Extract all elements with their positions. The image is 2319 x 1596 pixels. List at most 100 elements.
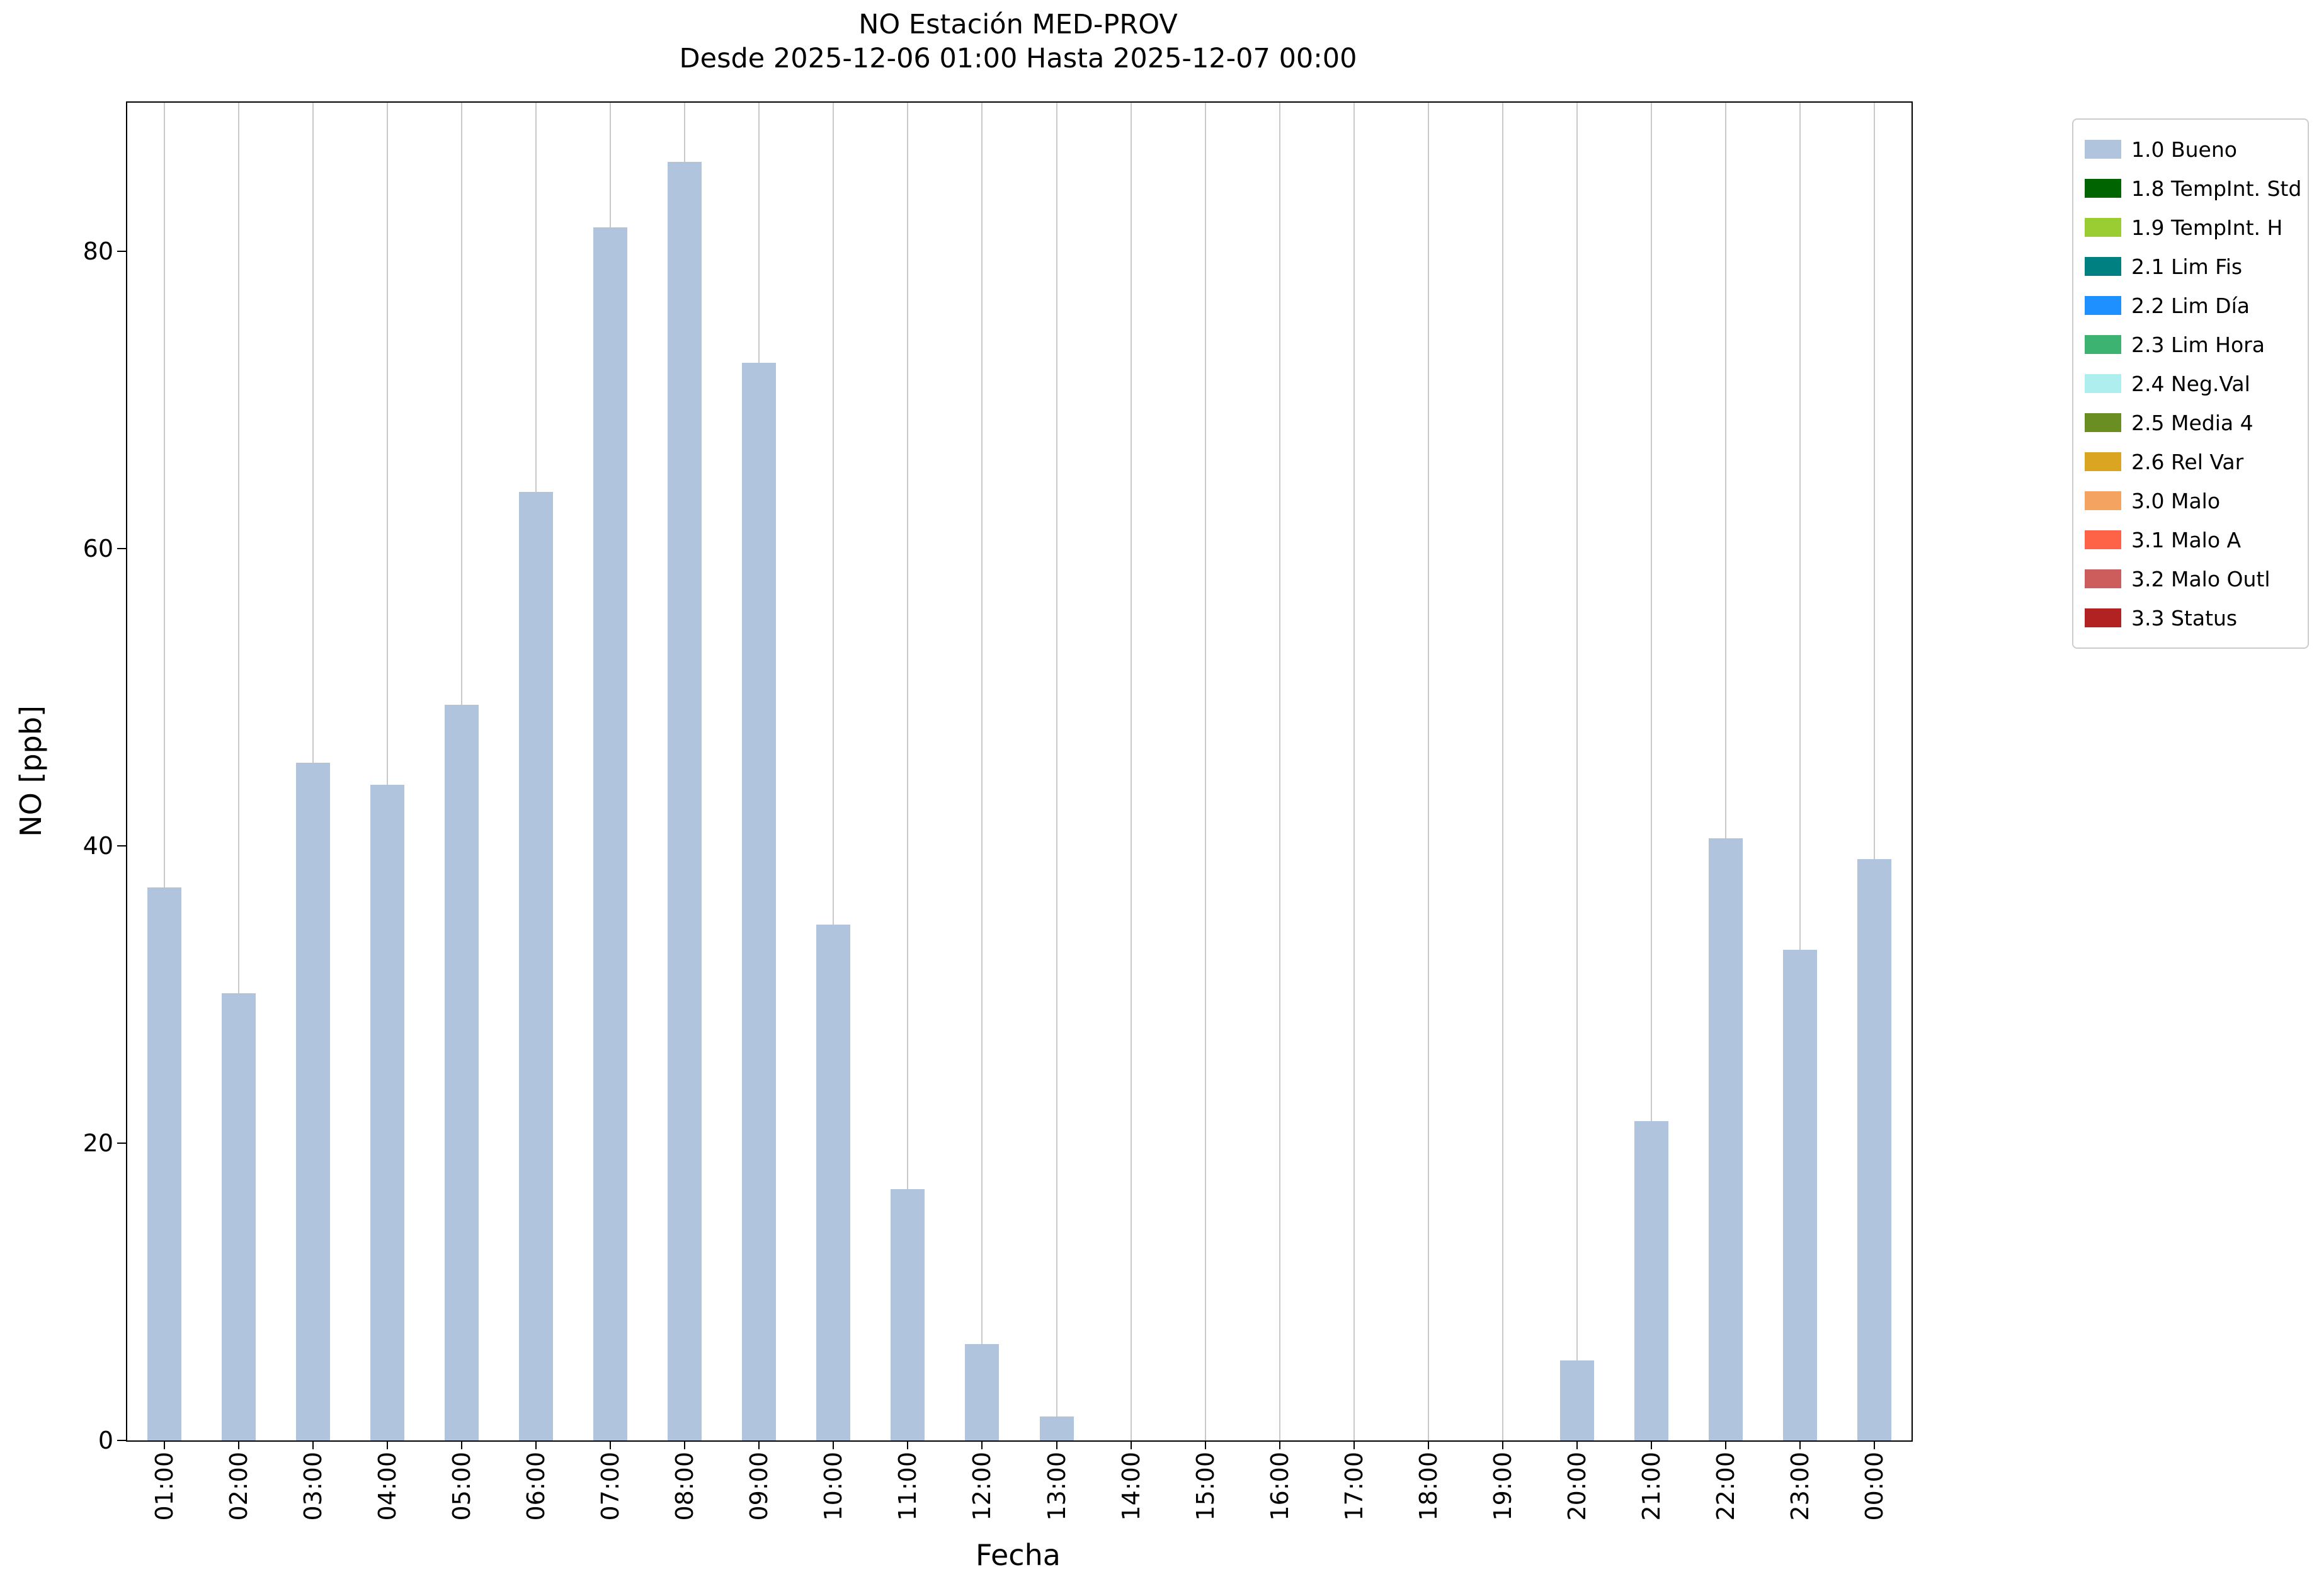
y-tick xyxy=(117,845,126,846)
y-tick-label: 20 xyxy=(83,1129,113,1157)
x-tick-label: 10:00 xyxy=(819,1452,848,1521)
legend-swatch xyxy=(2085,296,2121,315)
gridline xyxy=(1724,103,1726,1440)
gridline xyxy=(833,103,835,1440)
bar xyxy=(965,1343,1000,1440)
gridline xyxy=(1501,103,1503,1440)
legend: 1.0 Bueno 1.8 TempInt. Std 1.9 TempInt. H 2… xyxy=(2072,118,2309,649)
bar xyxy=(370,785,405,1440)
legend-swatch xyxy=(2085,491,2121,510)
bar xyxy=(147,887,182,1440)
legend-label: 1.0 Bueno xyxy=(2131,137,2237,162)
chart-subtitle: Desde 2025-12-06 01:00 Hasta 2025-12-07 … xyxy=(679,43,1357,74)
x-tick-label: 01:00 xyxy=(151,1452,179,1521)
legend-item: 3.0 Malo xyxy=(2085,481,2296,520)
bar xyxy=(1782,950,1817,1440)
x-tick-label: 05:00 xyxy=(448,1452,476,1521)
x-tick-label: 04:00 xyxy=(373,1452,402,1521)
x-tick xyxy=(610,1440,612,1449)
legend-swatch xyxy=(2085,608,2121,627)
x-tick xyxy=(1279,1440,1280,1449)
x-tick xyxy=(758,1440,760,1449)
legend-swatch xyxy=(2085,257,2121,276)
y-tick-label: 40 xyxy=(83,832,113,860)
legend-label: 1.9 TempInt. H xyxy=(2131,215,2283,240)
legend-swatch xyxy=(2085,374,2121,393)
x-tick xyxy=(1873,1440,1875,1449)
bar xyxy=(1857,859,1891,1440)
bar xyxy=(742,363,777,1440)
legend-label: 3.0 Malo xyxy=(2131,488,2221,513)
bar xyxy=(445,704,479,1440)
legend-swatch xyxy=(2085,413,2121,432)
gridline xyxy=(164,103,166,1440)
legend-label: 3.1 Malo A xyxy=(2131,527,2242,552)
gridline xyxy=(1799,103,1801,1440)
x-tick-label: 19:00 xyxy=(1488,1452,1517,1521)
legend-label: 2.2 Lim Día xyxy=(2131,293,2250,318)
x-tick xyxy=(535,1440,537,1449)
legend-item: 1.9 TempInt. H xyxy=(2085,208,2296,247)
x-tick xyxy=(1204,1440,1206,1449)
gridline xyxy=(1650,103,1652,1440)
x-tick xyxy=(1427,1440,1429,1449)
gridline xyxy=(907,103,909,1440)
y-tick-label: 80 xyxy=(83,237,113,265)
legend-item: 2.3 Lim Hora xyxy=(2085,325,2296,364)
legend-item: 2.4 Neg.Val xyxy=(2085,364,2296,403)
x-tick xyxy=(1650,1440,1652,1449)
x-tick-label: 06:00 xyxy=(522,1452,550,1521)
y-tick xyxy=(117,548,126,549)
x-tick-label: 03:00 xyxy=(299,1452,328,1521)
legend-item: 2.6 Rel Var xyxy=(2085,442,2296,481)
x-tick-label: 17:00 xyxy=(1340,1452,1368,1521)
x-tick xyxy=(461,1440,463,1449)
x-tick-label: 08:00 xyxy=(671,1452,699,1521)
y-axis-title: NO [ppb] xyxy=(14,705,48,837)
x-tick xyxy=(1130,1440,1132,1449)
x-tick-label: 23:00 xyxy=(1786,1452,1814,1521)
plot-area: 01:00 02:00 03:00 04:00 05:00 06:00 07:00 08:00… xyxy=(83,101,1913,1521)
x-tick-label: 18:00 xyxy=(1414,1452,1442,1521)
x-tick xyxy=(684,1440,686,1449)
legend-swatch xyxy=(2085,335,2121,354)
bar xyxy=(296,762,331,1440)
y-tick xyxy=(117,251,126,252)
gridline xyxy=(1576,103,1578,1440)
legend-swatch xyxy=(2085,452,2121,471)
bar xyxy=(1039,1416,1074,1440)
x-tick xyxy=(1576,1440,1578,1449)
y-tick xyxy=(117,1440,126,1441)
legend-item: 1.8 TempInt. Std xyxy=(2085,169,2301,208)
x-tick-label: 00:00 xyxy=(1860,1452,1888,1521)
legend-swatch xyxy=(2085,179,2121,198)
bar xyxy=(1634,1120,1668,1440)
legend-item: 2.5 Media 4 xyxy=(2085,403,2296,442)
y-tick-label: 0 xyxy=(98,1427,113,1454)
legend-label: 1.8 TempInt. Std xyxy=(2131,176,2302,201)
legend-label: 2.3 Lim Hora xyxy=(2131,332,2265,357)
x-tick xyxy=(1501,1440,1503,1449)
legend-label: 2.5 Media 4 xyxy=(2131,410,2253,435)
x-tick xyxy=(833,1440,835,1449)
bar xyxy=(1559,1360,1594,1440)
legend-item: 3.3 Status xyxy=(2085,598,2296,637)
x-tick xyxy=(312,1440,314,1449)
x-tick xyxy=(981,1440,983,1449)
bar xyxy=(1708,838,1743,1440)
legend-item: 3.1 Malo A xyxy=(2085,520,2296,559)
bar xyxy=(519,492,554,1440)
x-tick-label: 16:00 xyxy=(1265,1452,1294,1521)
legend-swatch xyxy=(2085,569,2121,588)
x-tick-label: 11:00 xyxy=(894,1452,922,1521)
legend-label: 2.6 Rel Var xyxy=(2131,449,2244,474)
x-tick xyxy=(907,1440,909,1449)
x-tick xyxy=(238,1440,240,1449)
gridline xyxy=(1204,103,1206,1440)
legend-item: 1.0 Bueno xyxy=(2085,130,2296,169)
x-tick-label: 09:00 xyxy=(745,1452,773,1521)
bar xyxy=(593,227,628,1440)
legend-label: 2.1 Lim Fis xyxy=(2131,254,2243,279)
x-tick xyxy=(1353,1440,1355,1449)
